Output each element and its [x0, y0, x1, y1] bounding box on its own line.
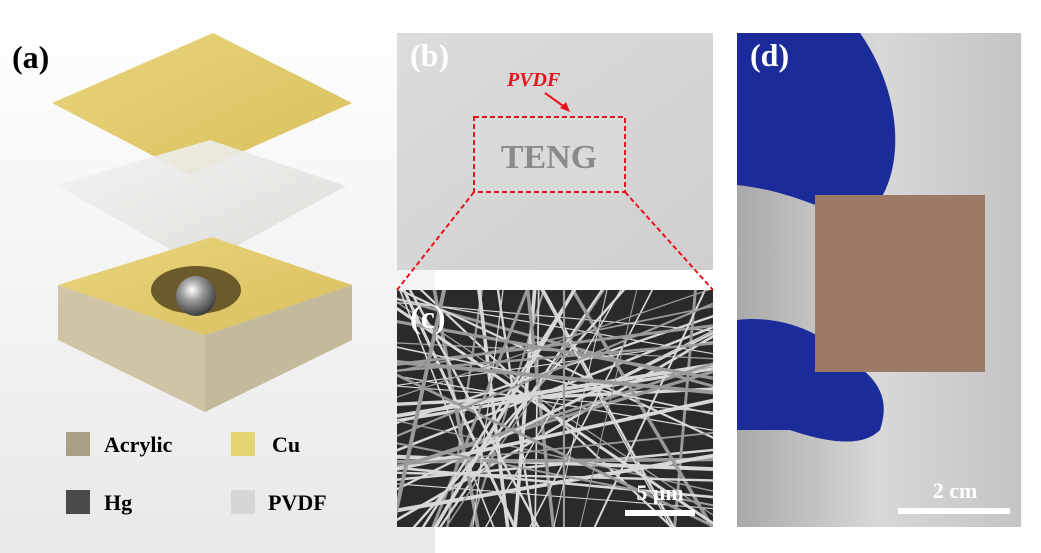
fiber: [397, 362, 713, 418]
legend-swatch: [66, 490, 90, 514]
fiber: [397, 290, 447, 517]
acrylic-side: [205, 285, 352, 412]
fiber: [399, 290, 495, 527]
fiber: [397, 442, 713, 507]
panel-label: (d): [750, 37, 789, 73]
fibers: [397, 290, 713, 527]
acrylic-side: [58, 285, 205, 412]
legend-swatch: [231, 490, 255, 514]
fiber: [397, 290, 711, 398]
arrow-head: [560, 102, 570, 112]
scale-bar: [625, 510, 695, 516]
fiber: [397, 302, 713, 332]
annotation: PVDF: [506, 69, 561, 91]
pvdf-layer: [56, 140, 346, 266]
fiber: [534, 290, 540, 527]
fiber: [397, 387, 713, 406]
fiber: [445, 290, 605, 527]
fiber: [397, 483, 713, 510]
fiber: [397, 331, 713, 491]
legend-swatch: [66, 432, 90, 456]
panel-a: (a) Acrylic Cu Hg PVDF: [0, 0, 435, 553]
fiber: [397, 471, 713, 482]
fiber: [397, 301, 713, 516]
legend: Acrylic Cu Hg PVDF: [66, 432, 327, 515]
zoom-line: [396, 191, 475, 291]
fiber: [438, 290, 604, 527]
fiber: [593, 290, 707, 527]
panel-label: (c): [410, 299, 446, 335]
fiber: [431, 290, 529, 527]
fiber: [496, 290, 535, 527]
sample-film: [815, 195, 985, 372]
fiber: [397, 398, 713, 471]
fiber: [526, 290, 556, 527]
fiber: [553, 290, 608, 527]
fiber: [397, 420, 713, 492]
fiber: [540, 290, 672, 527]
fiber: [472, 290, 504, 527]
panel-c: (c) 5 μm: [397, 290, 713, 527]
cu-layer: [52, 33, 352, 175]
fiber: [397, 302, 713, 438]
fiber: [397, 319, 713, 380]
scale-bar-label: 5 μm: [636, 480, 683, 505]
fiber: [397, 385, 713, 413]
fiber: [397, 324, 713, 366]
fiber: [397, 373, 713, 527]
panel-d: (d) 2 cm: [737, 33, 1021, 527]
zoom-line: [624, 191, 714, 291]
fiber: [397, 360, 713, 395]
legend-swatch: [231, 432, 255, 456]
legend-label: PVDF: [268, 490, 327, 515]
fiber: [397, 466, 713, 499]
fiber: [529, 290, 654, 527]
highlight-box: [473, 116, 626, 193]
sample-text: TENG: [501, 139, 597, 176]
legend-label: Cu: [272, 432, 300, 457]
glove: [737, 319, 884, 442]
fiber: [433, 290, 577, 527]
panel-b: (b) PVDF TENG: [396, 33, 714, 291]
legend-label: Acrylic: [104, 432, 173, 457]
fiber: [397, 346, 713, 415]
panel-label: (b): [410, 37, 449, 73]
fiber: [397, 375, 713, 431]
panel-label: (a): [12, 39, 49, 75]
fiber: [397, 457, 713, 464]
fiber: [397, 305, 713, 372]
hg-droplet: [176, 276, 216, 316]
fiber: [408, 290, 540, 527]
scale-bar: [898, 508, 1010, 514]
fiber: [570, 290, 713, 527]
scale-bar-label: 2 cm: [933, 478, 978, 503]
glove: [737, 33, 896, 210]
fiber: [579, 290, 638, 527]
legend-label: Hg: [104, 490, 132, 515]
